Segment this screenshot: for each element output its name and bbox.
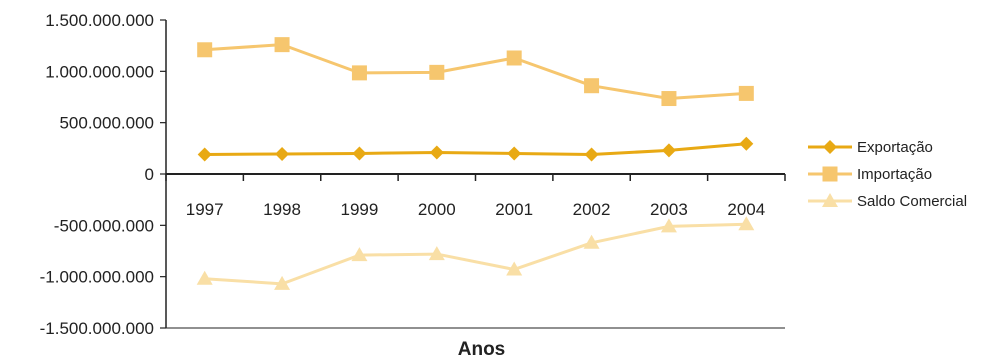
x-tick-label: 2002 [573, 200, 611, 219]
data-point [196, 270, 213, 285]
legend-item: Exportação [808, 139, 933, 156]
data-point [507, 146, 522, 161]
data-point [739, 136, 754, 151]
legend: Exportação Importação Saldo Comercial [808, 139, 967, 210]
series-line [204, 142, 747, 156]
data-point [583, 234, 600, 249]
legend-swatch-marker [823, 140, 837, 154]
series-line [204, 222, 747, 286]
legend-label: Saldo Comercial [857, 193, 967, 210]
data-point [661, 143, 676, 158]
data-point [429, 64, 445, 80]
x-tick-label: 2000 [418, 200, 456, 219]
series-3 [196, 216, 755, 290]
data-point [351, 65, 367, 81]
data-point [584, 78, 600, 94]
data-point [584, 147, 599, 162]
series-2 [197, 37, 754, 107]
y-tick-label: -1.500.000.000 [40, 319, 154, 338]
data-point [351, 247, 368, 262]
data-point [429, 145, 444, 160]
data-point [352, 146, 367, 161]
legend-label: Exportação [857, 139, 933, 156]
legend-swatch-marker [822, 193, 838, 207]
x-tick-label: 2003 [650, 200, 688, 219]
data-point [197, 42, 213, 58]
y-tick-label: 500.000.000 [59, 114, 154, 133]
data-point [274, 275, 291, 290]
series-layer [196, 37, 755, 290]
x-axis-ticks: 1997 1998 1999 2000 2001 2002 2003 2004 [165, 174, 786, 219]
y-tick-label: 1.000.000.000 [45, 62, 154, 81]
y-axis-ticks: 1.500.000.000 1.000.000.000 500.000.000 0 -5… [40, 11, 166, 338]
x-tick-label: 1999 [341, 200, 379, 219]
x-tick-label: 2004 [727, 200, 765, 219]
legend-swatch-marker [822, 166, 838, 182]
data-point [274, 37, 290, 53]
data-point [738, 216, 755, 231]
legend-label: Importação [857, 166, 932, 183]
data-point [661, 91, 677, 107]
plot-area: 1.500.000.000 1.000.000.000 500.000.000 0 -5… [40, 11, 786, 338]
series-line [204, 43, 747, 101]
data-point [660, 218, 677, 233]
data-point [275, 146, 290, 161]
x-tick-label: 1997 [186, 200, 224, 219]
data-point [506, 50, 522, 66]
x-tick-label: 2001 [495, 200, 533, 219]
y-tick-label: -500.000.000 [54, 216, 154, 235]
legend-item: Importação [808, 166, 932, 183]
series-1 [197, 136, 754, 162]
data-point [428, 246, 445, 261]
data-point [197, 147, 212, 162]
x-axis-title: Anos [458, 339, 506, 360]
y-tick-label: -1.000.000.000 [40, 268, 154, 287]
x-tick-label: 1998 [263, 200, 301, 219]
legend-item: Saldo Comercial [808, 193, 967, 210]
y-tick-label: 1.500.000.000 [45, 11, 154, 30]
y-tick-label: 0 [145, 165, 154, 184]
data-point [738, 85, 754, 101]
data-point [506, 261, 523, 276]
